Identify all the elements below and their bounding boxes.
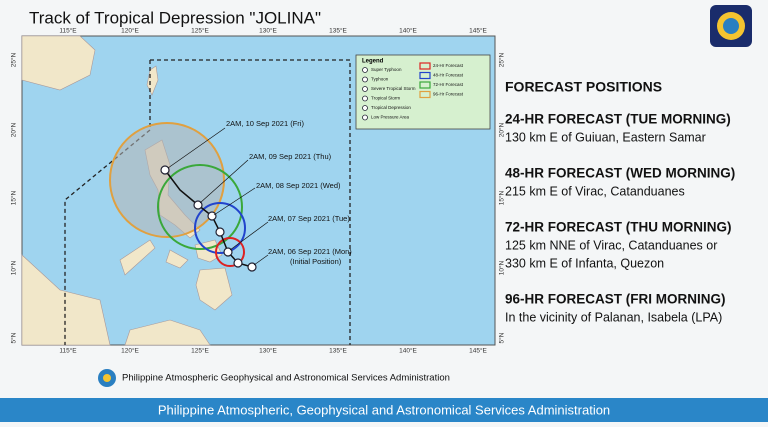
lat-label: 10°N [10,260,18,275]
forecast-heading: 72-HR FORECAST (THU MORNING) [505,220,732,235]
lon-label: 115°E [59,347,77,355]
legend-swatch [419,81,431,89]
lat-label: 20°N [10,122,18,137]
lat-label: 10°N [498,260,506,275]
forecast-detail: 330 km E of Infanta, Quezon [505,256,664,270]
legend-item: Tropical Depression [371,105,411,110]
lat-label: 25°N [498,52,506,67]
legend-icon [362,76,368,83]
lon-label: 140°E [399,347,417,355]
legend-icon [362,95,368,102]
lat-label: 5°N [10,332,18,343]
legend-swatch [419,90,431,99]
forecast-heading: 24-HR FORECAST (TUE MORNING) [505,112,731,127]
forecast-heading: 96-HR FORECAST (FRI MORNING) [505,292,726,307]
forecast-detail: 215 km E of Virac, Catanduanes [505,184,685,198]
lon-label: 135°E [329,27,347,35]
legend-swatch [419,62,431,70]
lat-label: 15°N [498,190,506,205]
forecast-detail: 125 km NNE of Virac, Catanduanes or [505,238,717,252]
track-label: 2AM, 06 Sep 2021 (Mon) [268,247,352,256]
legend-item: 24-Hr Forecast [433,63,464,68]
par-boundary [64,59,351,345]
forecast-detail: In the vicinity of Palanan, Isabela (LPA… [505,310,722,324]
lon-label: 145°E [469,347,487,355]
legend-item: Super Typhoon [371,67,402,72]
title: Track of Tropical Depression "JOLINA" [29,8,321,27]
forecast-title: FORECAST POSITIONS [505,79,662,95]
track-label: 2AM, 10 Sep 2021 (Fri) [226,119,304,128]
agency-logo [98,369,116,387]
lon-label: 125°E [191,347,209,355]
lat-label: 25°N [10,52,18,67]
legend-icon [362,86,368,92]
land [21,35,233,346]
logo [710,5,752,47]
track-label: 2AM, 09 Sep 2021 (Thu) [249,152,332,161]
legend-item: Tropical Storm [371,96,400,101]
legend-title: Legend [362,59,384,65]
lon-label: 120°E [121,347,139,355]
forecast-detail: 130 km E of Guiuan, Eastern Samar [505,130,706,144]
legend-item: Low Pressure Area [371,115,410,120]
legend-icon [362,114,368,121]
legend-item: 48-Hr Forecast [433,73,464,78]
legend-item: Severe Tropical Storm [371,86,416,91]
track-label-leaders [167,127,269,266]
legend-swatch [419,71,431,80]
lon-label: 125°E [191,27,209,35]
legend-icon [362,67,368,73]
lat-label: 15°N [10,190,18,205]
legend-item: 72-Hr Forecast [433,82,464,87]
lat-label: 5°N [498,332,506,343]
lon-label: 130°E [259,347,277,355]
footer-text: Philippine Atmospheric, Geophysical and … [158,402,610,417]
lon-label: 130°E [259,27,277,35]
footer-bar [0,398,768,422]
track-points [160,165,257,272]
track-label: 2AM, 07 Sep 2021 (Tue) [268,214,350,223]
forecast-heading: 48-HR FORECAST (WED MORNING) [505,166,735,181]
legend-icon [362,105,368,111]
lon-label: 115°E [59,27,77,35]
lat-label: 20°N [498,122,506,137]
lon-label: 145°E [469,27,487,35]
lon-label: 120°E [121,27,139,35]
track-label: 2AM, 08 Sep 2021 (Wed) [256,181,341,190]
lon-label: 140°E [399,27,417,35]
lon-label: 135°E [329,347,347,355]
legend-item: Typhoon [371,77,389,82]
initial-position: (Initial Position) [290,257,342,266]
forecast-panel [503,60,763,330]
legend-item: 96-Hr Forecast [433,92,464,97]
agency-name: Philippine Atmospheric Geophysical and A… [122,373,450,384]
